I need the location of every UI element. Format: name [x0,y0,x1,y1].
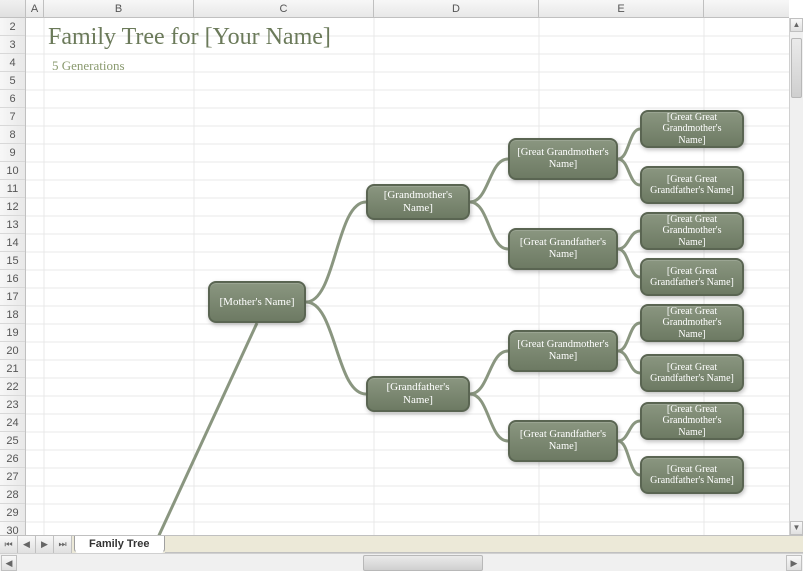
tab-spacer [165,536,803,553]
row-header-18[interactable]: 18 [0,306,25,324]
row-header-23[interactable]: 23 [0,396,25,414]
tree-node-gggm2[interactable]: [Great Great Grandmother's Name] [640,212,744,250]
tree-node-ggf2[interactable]: [Great Grandfather's Name] [508,420,618,462]
tree-node-grandfather[interactable]: [Grandfather's Name] [366,376,470,412]
column-headers: ABCDE [0,0,789,18]
tree-node-mother[interactable]: [Mother's Name] [208,281,306,323]
col-header-A[interactable]: A [26,0,44,17]
row-header-24[interactable]: 24 [0,414,25,432]
row-header-19[interactable]: 19 [0,324,25,342]
tree-node-ggm2[interactable]: [Great Grandmother's Name] [508,330,618,372]
tab-nav-buttons: ⏮ ◀ ▶ ⏭ [0,536,72,553]
scroll-left-button[interactable]: ◀ [1,555,17,571]
scroll-up-button[interactable]: ▲ [790,18,803,32]
row-header-12[interactable]: 12 [0,198,25,216]
col-header-C[interactable]: C [194,0,374,17]
row-header-20[interactable]: 20 [0,342,25,360]
sheet-tab-row: ⏮ ◀ ▶ ⏭ Family Tree [0,535,803,553]
hscroll-track[interactable] [18,555,785,571]
row-header-9[interactable]: 9 [0,144,25,162]
row-header-13[interactable]: 13 [0,216,25,234]
sheet-tab-family-tree[interactable]: Family Tree [74,536,165,553]
row-header-3[interactable]: 3 [0,36,25,54]
row-header-28[interactable]: 28 [0,486,25,504]
page-title: Family Tree for [Your Name] [48,24,331,51]
tree-node-gggm4[interactable]: [Great Great Grandmother's Name] [640,402,744,440]
row-header-11[interactable]: 11 [0,180,25,198]
row-header-25[interactable]: 25 [0,432,25,450]
bottom-bar: ⏮ ◀ ▶ ⏭ Family Tree ◀ ▶ [0,535,803,571]
row-header-4[interactable]: 4 [0,54,25,72]
row-header-21[interactable]: 21 [0,360,25,378]
tree-node-ggm1[interactable]: [Great Grandmother's Name] [508,138,618,180]
tab-prev-button[interactable]: ◀ [18,536,36,553]
tree-node-gggf4[interactable]: [Great Great Grandfather's Name] [640,456,744,494]
tree-node-grandmother[interactable]: [Grandmother's Name] [366,184,470,220]
tree-node-gggm1[interactable]: [Great Great Grandmother's Name] [640,110,744,148]
vertical-scrollbar[interactable]: ▲ ▼ [789,18,803,535]
row-header-16[interactable]: 16 [0,270,25,288]
tree-node-gggf1[interactable]: [Great Great Grandfather's Name] [640,166,744,204]
tab-last-button[interactable]: ⏭ [54,536,72,553]
vscroll-thumb[interactable] [791,38,802,98]
tree-node-gggf2[interactable]: [Great Great Grandfather's Name] [640,258,744,296]
horizontal-scrollbar[interactable]: ◀ ▶ [0,553,803,571]
col-header-D[interactable]: D [374,0,539,17]
worksheet-area: Family Tree for [Your Name] 5 Generation… [26,18,789,535]
select-all-corner[interactable] [0,0,26,17]
tree-node-ggf1[interactable]: [Great Grandfather's Name] [508,228,618,270]
row-header-26[interactable]: 26 [0,450,25,468]
row-header-7[interactable]: 7 [0,108,25,126]
row-headers: 2345678910111213141516171819202122232425… [0,18,26,535]
tree-node-gggf3[interactable]: [Great Great Grandfather's Name] [640,354,744,392]
hscroll-thumb[interactable] [363,555,483,571]
col-header-E[interactable]: E [539,0,704,17]
page-subtitle: 5 Generations [52,58,125,74]
row-header-10[interactable]: 10 [0,162,25,180]
tree-node-gggm3[interactable]: [Great Great Grandmother's Name] [640,304,744,342]
scroll-down-button[interactable]: ▼ [790,521,803,535]
row-header-5[interactable]: 5 [0,72,25,90]
tab-first-button[interactable]: ⏮ [0,536,18,553]
row-header-15[interactable]: 15 [0,252,25,270]
row-header-27[interactable]: 27 [0,468,25,486]
row-header-2[interactable]: 2 [0,18,25,36]
row-header-29[interactable]: 29 [0,504,25,522]
row-header-14[interactable]: 14 [0,234,25,252]
col-header-B[interactable]: B [44,0,194,17]
scroll-right-button[interactable]: ▶ [786,555,802,571]
row-header-8[interactable]: 8 [0,126,25,144]
row-header-22[interactable]: 22 [0,378,25,396]
row-header-17[interactable]: 17 [0,288,25,306]
tab-next-button[interactable]: ▶ [36,536,54,553]
row-header-6[interactable]: 6 [0,90,25,108]
